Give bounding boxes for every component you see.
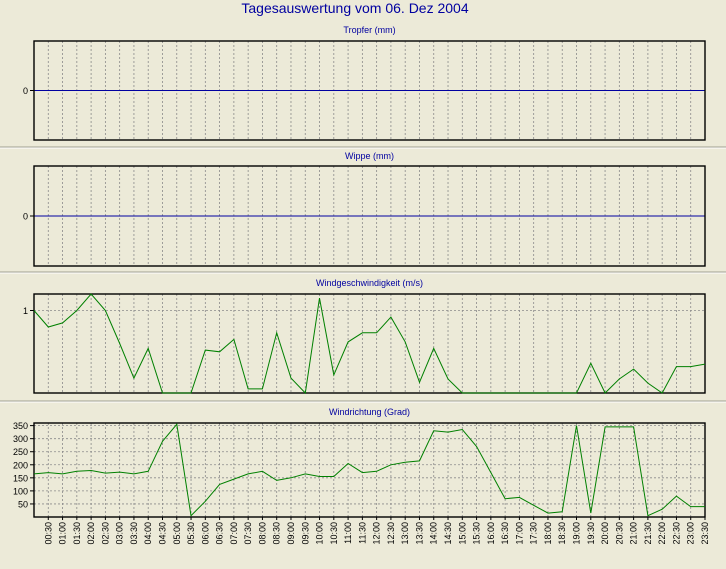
chart-panel-3: 1 Windgeschwindigkeit (m/s) [23, 278, 705, 393]
x-tick-label: 10:30 [329, 522, 339, 545]
x-tick-label: 10:00 [315, 522, 325, 545]
x-tick-label: 11:30 [357, 522, 367, 544]
x-tick-label: 15:00 [457, 522, 467, 545]
y-tick-label: 0 [23, 212, 28, 222]
x-tick-label: 08:00 [257, 522, 267, 545]
x-tick-label: 05:30 [186, 522, 196, 545]
panel-title: Tropfer (mm) [343, 25, 395, 35]
x-tick-label: 07:30 [243, 522, 253, 545]
y-tick-label: 1 [23, 306, 28, 316]
x-tick-label: 20:30 [614, 522, 624, 545]
y-tick-label: 300 [13, 434, 28, 444]
x-tick-label: 07:00 [229, 522, 239, 545]
x-tick-label: 19:00 [572, 522, 582, 545]
x-tick-label: 22:30 [671, 522, 681, 545]
y-tick-label: 350 [13, 421, 28, 431]
x-tick-label: 17:30 [529, 522, 539, 545]
y-tick-label: 50 [18, 499, 28, 509]
panel-title: Wippe (mm) [345, 151, 394, 161]
x-tick-label: 09:30 [300, 522, 310, 545]
x-tick-label: 23:00 [686, 522, 696, 545]
x-tick-label: 22:00 [657, 522, 667, 545]
x-tick-label: 01:00 [58, 522, 68, 545]
chart-panel-4: 50 100 150 200 250 300 350 Windrichtung (Grad) [13, 407, 705, 517]
panel-title: Windgeschwindigkeit (m/s) [316, 278, 423, 288]
x-tick-label: 05:00 [172, 522, 182, 545]
x-tick-label: 15:30 [472, 522, 482, 545]
panel-title: Windrichtung (Grad) [329, 407, 410, 417]
page-title: Tagesauswertung vom 06. Dez 2004 [241, 0, 468, 16]
x-tick-label: 21:00 [629, 522, 639, 545]
x-tick-label: 12:30 [386, 522, 396, 545]
x-tick-label: 14:30 [443, 522, 453, 545]
x-tick-label: 13:30 [414, 522, 424, 545]
x-tick-label: 18:00 [543, 522, 553, 545]
x-tick-label: 03:00 [115, 522, 125, 545]
x-tick-label: 08:30 [272, 522, 282, 545]
x-tick-label: 03:30 [129, 522, 139, 545]
x-tick-label: 02:30 [100, 522, 110, 545]
x-tick-label: 09:00 [286, 522, 296, 545]
x-tick-label: 06:30 [215, 522, 225, 545]
plot-area [34, 294, 705, 393]
x-tick-label: 16:30 [500, 522, 510, 545]
x-tick-label: 18:30 [557, 522, 567, 545]
y-tick-label: 0 [23, 86, 28, 96]
plot-area [34, 423, 705, 517]
y-tick-label: 200 [13, 460, 28, 470]
x-tick-label: 13:00 [400, 522, 410, 545]
y-tick-label: 150 [13, 473, 28, 483]
x-tick-label: 21:30 [643, 522, 653, 545]
y-tick-label: 100 [13, 486, 28, 496]
chart-panel-1: 0 Tropfer (mm) [23, 25, 705, 140]
x-tick-label: 12:00 [372, 522, 382, 545]
chart-panel-2: 0 Wippe (mm) [23, 151, 705, 266]
x-tick-label: 01:30 [72, 522, 82, 545]
x-tick-label: 04:00 [143, 522, 153, 545]
x-tick-label: 11:00 [343, 522, 353, 544]
x-tick-label: 00:30 [43, 522, 53, 545]
x-tick-label: 06:00 [200, 522, 210, 545]
y-tick-label: 250 [13, 447, 28, 457]
x-tick-label: 19:30 [586, 522, 596, 545]
x-tick-label: 16:00 [486, 522, 496, 545]
x-tick-label: 17:00 [514, 522, 524, 545]
x-tick-label: 14:00 [429, 522, 439, 545]
x-tick-label: 02:00 [86, 522, 96, 545]
x-tick-label: 20:00 [600, 522, 610, 545]
x-tick-label: 23:30 [700, 522, 710, 545]
x-tick-label: 04:30 [157, 522, 167, 545]
